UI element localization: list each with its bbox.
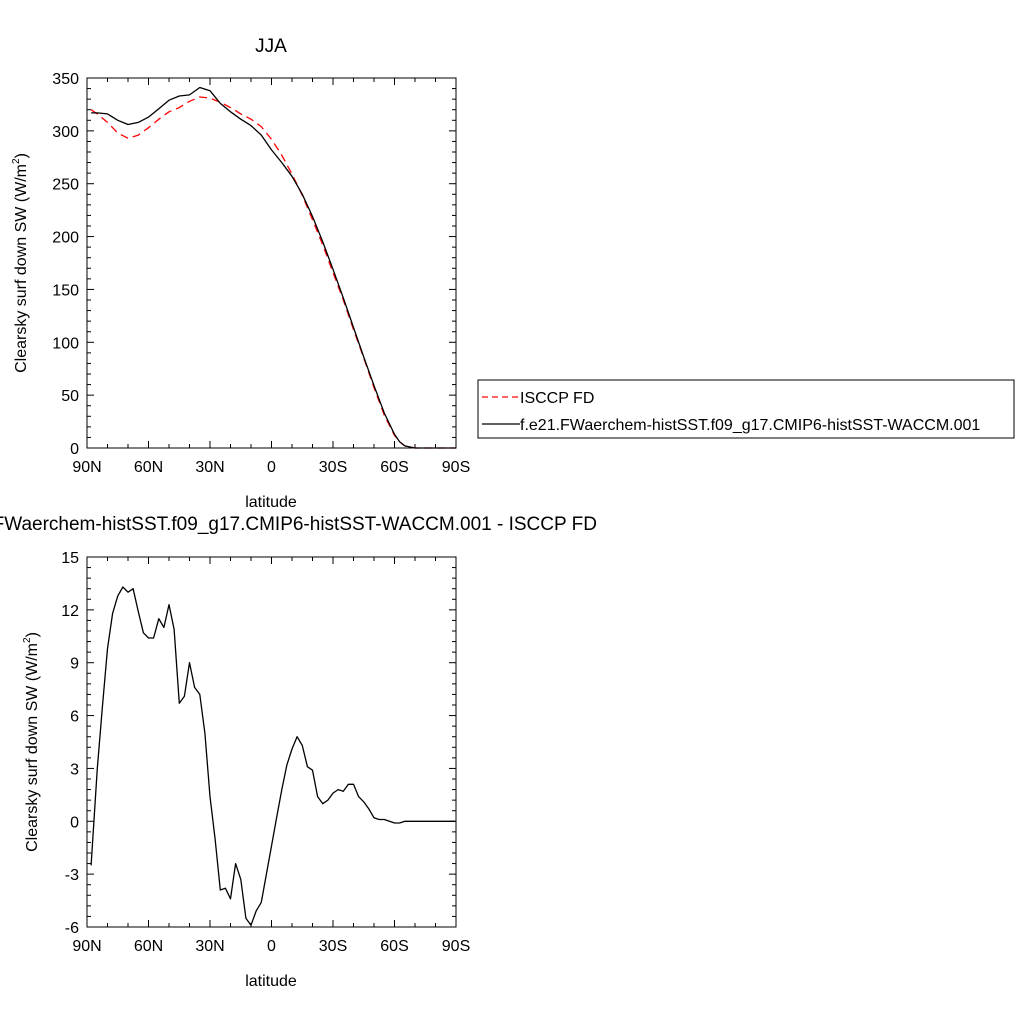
- bottom-x-tick-label: 90S: [442, 938, 470, 955]
- top-y-axis-label-superscript: 2: [11, 158, 22, 164]
- top-y-tick-label: 350: [52, 71, 79, 88]
- top-x-axis-label: latitude: [245, 494, 297, 511]
- top-x-tick-label: 30N: [195, 459, 224, 476]
- top-y-tick-label: 0: [70, 441, 79, 458]
- legend-label-model: f.e21.FWaerchem-histSST.f09_g17.CMIP6-hi…: [520, 417, 980, 434]
- bottom-y-axis-label: Clearsky surf down SW (W/m2): [22, 632, 41, 852]
- bottom-y-tick-label: 3: [70, 761, 79, 778]
- top-y-tick-label: 150: [52, 282, 79, 299]
- bottom-x-tick-label: 30N: [195, 938, 224, 955]
- top-plot-area: 90N 60N 30N 0 30S 60S 90S 0 50 100 150 200 250 300 350: [52, 71, 470, 476]
- top-y-tick-label: 100: [52, 335, 79, 352]
- bottom-x-axis-label: latitude: [245, 973, 297, 990]
- top-y-axis-label-main: Clearsky surf down SW (W/m: [13, 164, 30, 373]
- bottom-y-tick-label: -3: [65, 867, 79, 884]
- bottom-y-tick-label: 9: [70, 656, 79, 673]
- top-y-tick-label: 300: [52, 124, 79, 141]
- bottom-x-tick-label: 60S: [380, 938, 408, 955]
- bottom-y-tick-label: 15: [61, 550, 79, 567]
- top-y-axis-label: Clearsky surf down SW (W/m2): [11, 153, 30, 373]
- bottom-y-axis-label-superscript: 2: [22, 637, 33, 643]
- bottom-plot-frame: [86, 556, 457, 928]
- top-panel: JJA 90N 60N 30N 0 30S 60S 90S 0 50 100 150 200 250 30…: [11, 36, 1015, 511]
- legend-label-isccp: ISCCP FD: [520, 390, 594, 407]
- top-series-line-1: [91, 86, 456, 449]
- bottom-y-tick-label: -6: [65, 920, 79, 937]
- top-series-line-0: [90, 96, 456, 449]
- bottom-panel: f.e21.FWaerchem-histSST.f09_g17.CMIP6-hi…: [0, 514, 597, 990]
- bottom-x-tick-label: 30S: [319, 938, 347, 955]
- top-x-tick-label: 0: [267, 459, 276, 476]
- top-x-tick-label: 90N: [72, 459, 101, 476]
- top-x-tick-label: 30S: [319, 459, 347, 476]
- top-y-tick-label: 200: [52, 230, 79, 247]
- top-x-tick-label: 60S: [380, 459, 408, 476]
- legend: ISCCP FD f.e21.FWaerchem-histSST.f09_g17…: [477, 379, 1015, 439]
- top-plot-frame: [86, 77, 457, 449]
- bottom-panel-title: f.e21.FWaerchem-histSST.f09_g17.CMIP6-hi…: [0, 514, 597, 535]
- bottom-series-line-0: [90, 586, 456, 926]
- bottom-x-tick-label: 0: [267, 938, 276, 955]
- bottom-y-axis-label-main: Clearsky surf down SW (W/m: [24, 643, 41, 852]
- legend-box: [477, 379, 1015, 439]
- top-y-axis-label-close: ): [13, 153, 30, 158]
- top-y-tick-label: 50: [61, 388, 79, 405]
- bottom-y-tick-label: 6: [70, 709, 79, 726]
- bottom-plot-area: 90N 60N 30N 0 30S 60S 90S -6 -3 0 3 6 9 12 15: [61, 550, 470, 955]
- bottom-x-tick-label: 60N: [134, 938, 163, 955]
- top-x-tick-label: 60N: [134, 459, 163, 476]
- bottom-y-tick-label: 0: [70, 814, 79, 831]
- bottom-x-tick-label: 90N: [72, 938, 101, 955]
- bottom-y-axis-label-close: ): [24, 632, 41, 637]
- top-y-tick-label: 250: [52, 177, 79, 194]
- top-panel-title: JJA: [255, 36, 287, 57]
- top-x-tick-label: 90S: [442, 459, 470, 476]
- bottom-y-tick-label: 12: [61, 603, 79, 620]
